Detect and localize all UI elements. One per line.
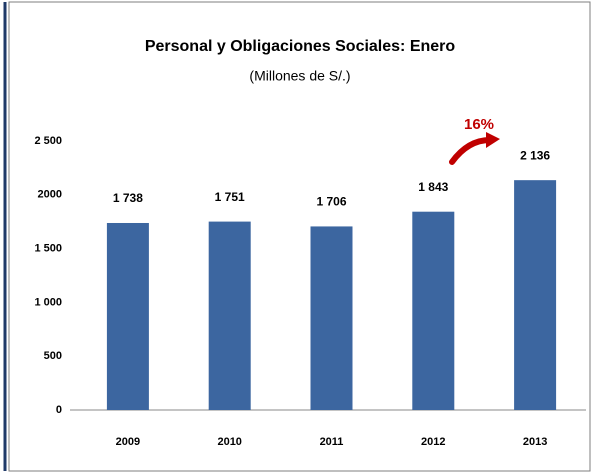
bar [514, 180, 557, 410]
y-tick-label: 500 [44, 350, 62, 362]
chart-title: Personal y Obligaciones Sociales: Enero [145, 38, 456, 55]
x-tick-label: 2013 [523, 436, 547, 448]
arrow-head [486, 132, 500, 148]
value-label: 1 751 [215, 190, 245, 204]
value-label: 2 136 [520, 148, 550, 162]
bar [106, 222, 149, 410]
chart-subtitle: (Millones de S/.) [249, 68, 350, 84]
frame [8, 1, 591, 472]
bar [412, 211, 455, 410]
value-label: 1 843 [418, 180, 448, 194]
y-tick-label: 1 500 [34, 243, 62, 255]
y-tick-label: 0 [56, 404, 62, 416]
value-label: 1 738 [113, 191, 143, 205]
growth-arrow [449, 137, 493, 165]
bar [208, 221, 251, 410]
y-tick-label: 1 000 [34, 296, 62, 308]
y-tick-label: 2000 [38, 189, 62, 201]
x-tick-label: 2009 [116, 436, 140, 448]
annotation: 16% [464, 116, 494, 133]
x-tick-label: 2012 [421, 436, 445, 448]
x-tick-label: 2010 [217, 436, 241, 448]
y-tick-label: 2 500 [34, 135, 62, 147]
bar [310, 226, 353, 410]
x-tick-label: 2011 [320, 436, 344, 448]
value-label: 1 706 [316, 195, 346, 209]
